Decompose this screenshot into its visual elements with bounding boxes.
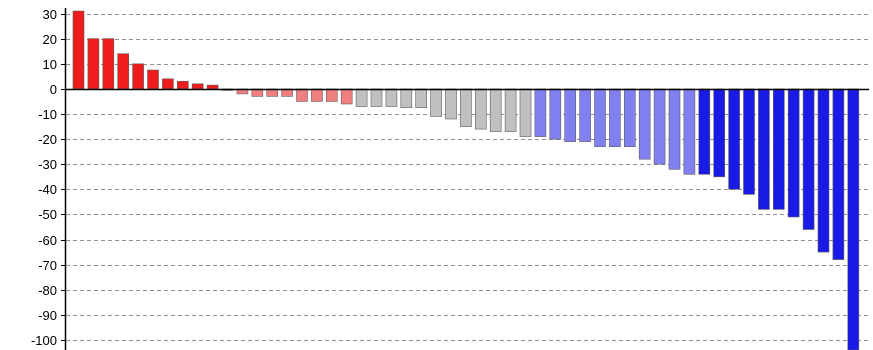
- y-tick-label: -80: [38, 283, 57, 298]
- bar: [340, 88, 353, 105]
- bar: [385, 88, 398, 107]
- bar: [325, 88, 338, 102]
- y-tick-label: -10: [38, 107, 57, 122]
- y-tick-label: -20: [38, 132, 57, 147]
- bar: [758, 88, 770, 210]
- grid-lines: [66, 14, 869, 341]
- bar: [474, 88, 487, 130]
- y-tick-label: -30: [38, 157, 57, 172]
- bar: [787, 88, 800, 218]
- bar: [87, 38, 100, 90]
- bar: [623, 88, 636, 148]
- y-tick-label: 10: [43, 57, 57, 72]
- bar: [802, 88, 815, 230]
- bar: [311, 88, 323, 102]
- y-tick-label: -100: [31, 333, 57, 348]
- bar: [191, 83, 204, 90]
- bar: [668, 88, 681, 170]
- bar: [72, 10, 85, 90]
- bar: [698, 88, 711, 175]
- bar: [445, 88, 457, 120]
- bar: [728, 88, 740, 190]
- bar: [177, 81, 189, 90]
- y-tick-label: 30: [43, 7, 57, 22]
- bar: [534, 88, 547, 137]
- bar: [102, 38, 115, 90]
- bar: [370, 88, 383, 107]
- bar: [683, 88, 696, 175]
- bar: [713, 88, 726, 178]
- bar: [519, 88, 532, 137]
- bar: [579, 88, 591, 142]
- bar: [206, 84, 219, 90]
- bar: [430, 88, 442, 117]
- y-tick-label: -40: [38, 182, 57, 197]
- y-tick-label: 0: [50, 82, 57, 97]
- y-tick-label: -70: [38, 258, 57, 273]
- bar: [162, 78, 174, 90]
- bar: [117, 53, 129, 90]
- bar: [772, 88, 785, 210]
- bar: [296, 88, 308, 102]
- bar: [132, 63, 144, 90]
- bar: [594, 88, 606, 148]
- bar: [400, 88, 413, 109]
- bar: [817, 88, 830, 253]
- y-tick-label: -90: [38, 308, 57, 323]
- y-tick-label: -60: [38, 233, 57, 248]
- bar: [832, 88, 845, 260]
- bar: [489, 88, 502, 132]
- bar: [355, 88, 368, 107]
- bar: [743, 88, 755, 195]
- bar: [638, 88, 651, 160]
- bar: [609, 88, 621, 148]
- bar: [564, 88, 577, 142]
- y-tick-label: 20: [43, 32, 57, 47]
- y-tick-label: -50: [38, 207, 57, 222]
- bar: [504, 88, 517, 132]
- bar: [847, 88, 860, 350]
- bar: [653, 88, 666, 165]
- bars: [72, 10, 860, 350]
- axes: [64, 8, 869, 350]
- bar: [415, 88, 428, 109]
- bar: [460, 88, 472, 127]
- y-axis-ticks: 30 20 10 0 -10 -20 -30 -40 -50 -60 -70 -80 -90 -100: [31, 7, 65, 348]
- bar: [549, 88, 562, 140]
- bar: [147, 69, 159, 90]
